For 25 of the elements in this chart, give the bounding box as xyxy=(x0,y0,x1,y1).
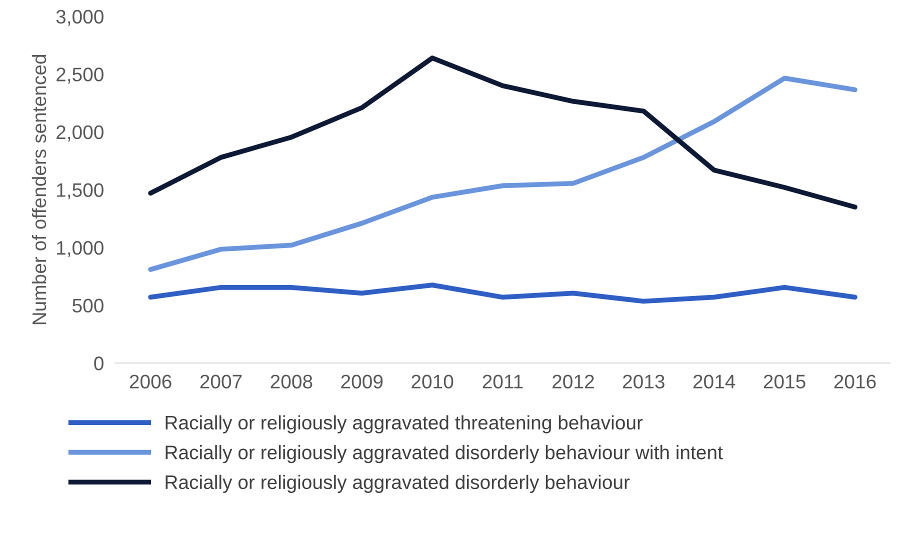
line-series xyxy=(148,76,858,272)
line-series xyxy=(148,56,858,210)
y-tick-label: 0 xyxy=(94,356,104,370)
x-tick-label: 2007 xyxy=(200,374,242,388)
x-tick-label: 2012 xyxy=(552,374,594,388)
y-tick-label: 500 xyxy=(72,298,104,313)
x-tick-label: 2013 xyxy=(622,374,664,388)
x-tick-label: 2009 xyxy=(341,374,383,388)
x-tick-label: 2008 xyxy=(270,374,312,388)
y-tick-label: 2,500 xyxy=(56,68,104,84)
x-tick-label: 2014 xyxy=(693,374,736,388)
x-tick-label: 2010 xyxy=(412,374,454,388)
legend-label: Racially or religiously aggravated disorderly behaviour xyxy=(166,474,630,493)
y-tick-label: 3,000 xyxy=(56,10,104,26)
x-tick-label: 2006 xyxy=(130,374,172,388)
y-tick-label: 1,000 xyxy=(57,240,104,258)
legend-label: Racially or religiously aggravated disorderly behaviour with intent xyxy=(166,445,723,464)
x-tick-label: 2011 xyxy=(482,374,523,388)
y-axis-title: Number of offenders sentenced xyxy=(32,54,46,324)
legend-label: Racially or religiously aggravated threatening behaviour xyxy=(166,415,643,434)
x-tick-label: 2016 xyxy=(834,374,876,388)
x-tick-label: 2015 xyxy=(764,374,806,388)
line-series xyxy=(148,282,858,304)
y-tick-label: 2,000 xyxy=(56,125,104,142)
y-tick-label: 1,500 xyxy=(57,183,104,200)
